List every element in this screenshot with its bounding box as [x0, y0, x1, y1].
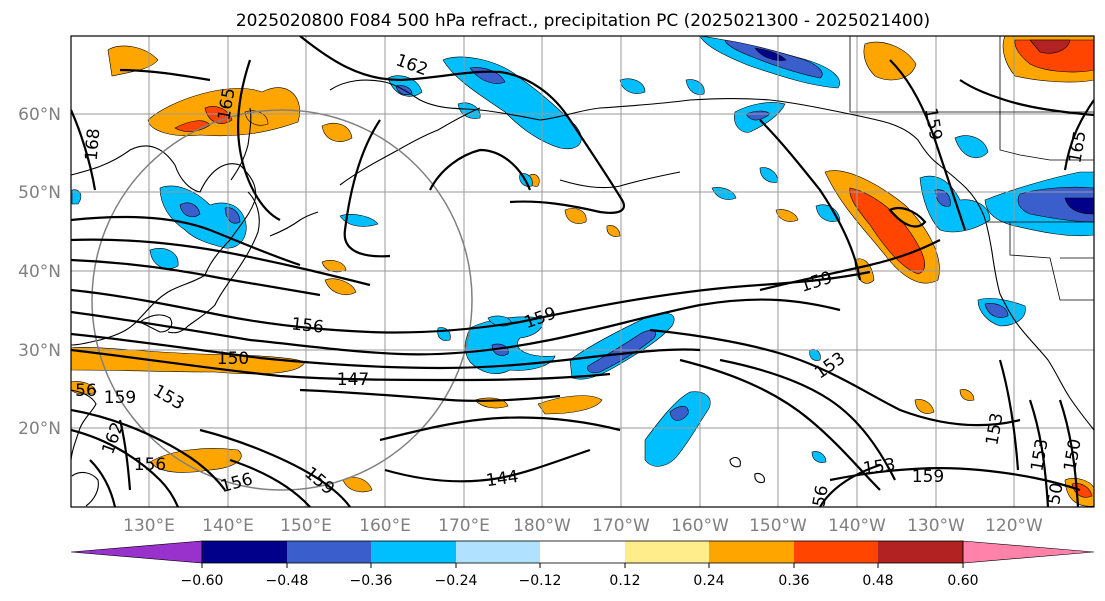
colorbar-segment [878, 541, 963, 563]
contour-label: 153 [862, 455, 897, 479]
figure-title: 2025020800 F084 500 hPa refract., precip… [236, 11, 930, 31]
lat-label: 30°N [18, 341, 61, 361]
contour-label: 156 [290, 314, 324, 337]
contour-label: 168 [82, 128, 105, 162]
lon-label: 150°E [280, 516, 332, 536]
lon-label: 160°W [671, 516, 729, 536]
colorbar-segment [540, 541, 625, 563]
lat-label: 60°N [18, 105, 61, 125]
political-borders [849, 36, 1094, 301]
refractivity-contours [71, 36, 1094, 507]
lon-label: 180°W [513, 516, 571, 536]
contour-label: 56 [75, 381, 97, 401]
colorbar-ticks [201, 563, 964, 568]
colorbar-segment [625, 541, 709, 563]
lon-label: 130°E [123, 516, 175, 536]
contour-label: 159 [104, 388, 136, 408]
latitude-labels: 60°N 50°N 40°N 30°N 20°N [18, 105, 61, 439]
colorbar-segment [962, 540, 1095, 564]
contour-label: 150 [1042, 481, 1067, 516]
contour-label: 150 [217, 349, 249, 369]
colorbar-segment [70, 540, 203, 564]
contour-label: 56 [809, 484, 832, 509]
lat-label: 50°N [18, 183, 61, 203]
lon-label: 170°W [592, 516, 650, 536]
map-frame [70, 35, 1095, 508]
lon-label: 140°E [202, 516, 254, 536]
colorbar-tick-label: 0.48 [862, 573, 893, 589]
colorbar-tick-label: −0.36 [350, 573, 393, 589]
lon-label: 130°W [907, 516, 965, 536]
contour-label: 144 [485, 467, 520, 491]
lon-label: 170°E [438, 516, 490, 536]
contour-label: 147 [337, 370, 369, 390]
lat-label: 20°N [18, 419, 61, 439]
colorbar-tick-label: 0.36 [778, 573, 809, 589]
lon-label: 140°W [828, 516, 886, 536]
colorbar-tick-label: −0.48 [266, 573, 309, 589]
lat-label: 40°N [18, 262, 61, 282]
colorbar-tick-label: 0.24 [693, 573, 724, 589]
colorbar-segment [456, 541, 540, 563]
colorbar-tick-label: −0.12 [519, 573, 562, 589]
colorbar-segment [202, 541, 287, 563]
colorbar-segment [287, 541, 371, 563]
lon-label: 150°W [749, 516, 807, 536]
contour-label: 159 [912, 467, 944, 487]
colorbar-tick-label: −0.24 [435, 573, 478, 589]
colorbar-segment [794, 541, 878, 563]
colorbar-tick-label: −0.60 [181, 573, 224, 589]
lon-label: 160°E [359, 516, 411, 536]
longitude-labels: 130°E 140°E 150°E 160°E 170°E 180°W 170°… [123, 516, 1043, 536]
colorbar-segment [709, 541, 794, 563]
gridlines [71, 36, 1094, 507]
colorbar: −0.60 −0.48 −0.36 −0.24 −0.12 0.12 0.24 … [70, 540, 1095, 589]
colorbar-segment [371, 541, 456, 563]
colorbar-tick-label: 0.60 [947, 573, 978, 589]
lon-label: 120°W [985, 516, 1043, 536]
colorbar-tick-label: 0.12 [609, 573, 640, 589]
map-area: 162 165 168 159 156 150 147 144 153 159 … [71, 36, 1094, 516]
contour-label: 156 [134, 455, 166, 475]
coastlines [71, 79, 1094, 507]
range-ring [91, 109, 473, 491]
